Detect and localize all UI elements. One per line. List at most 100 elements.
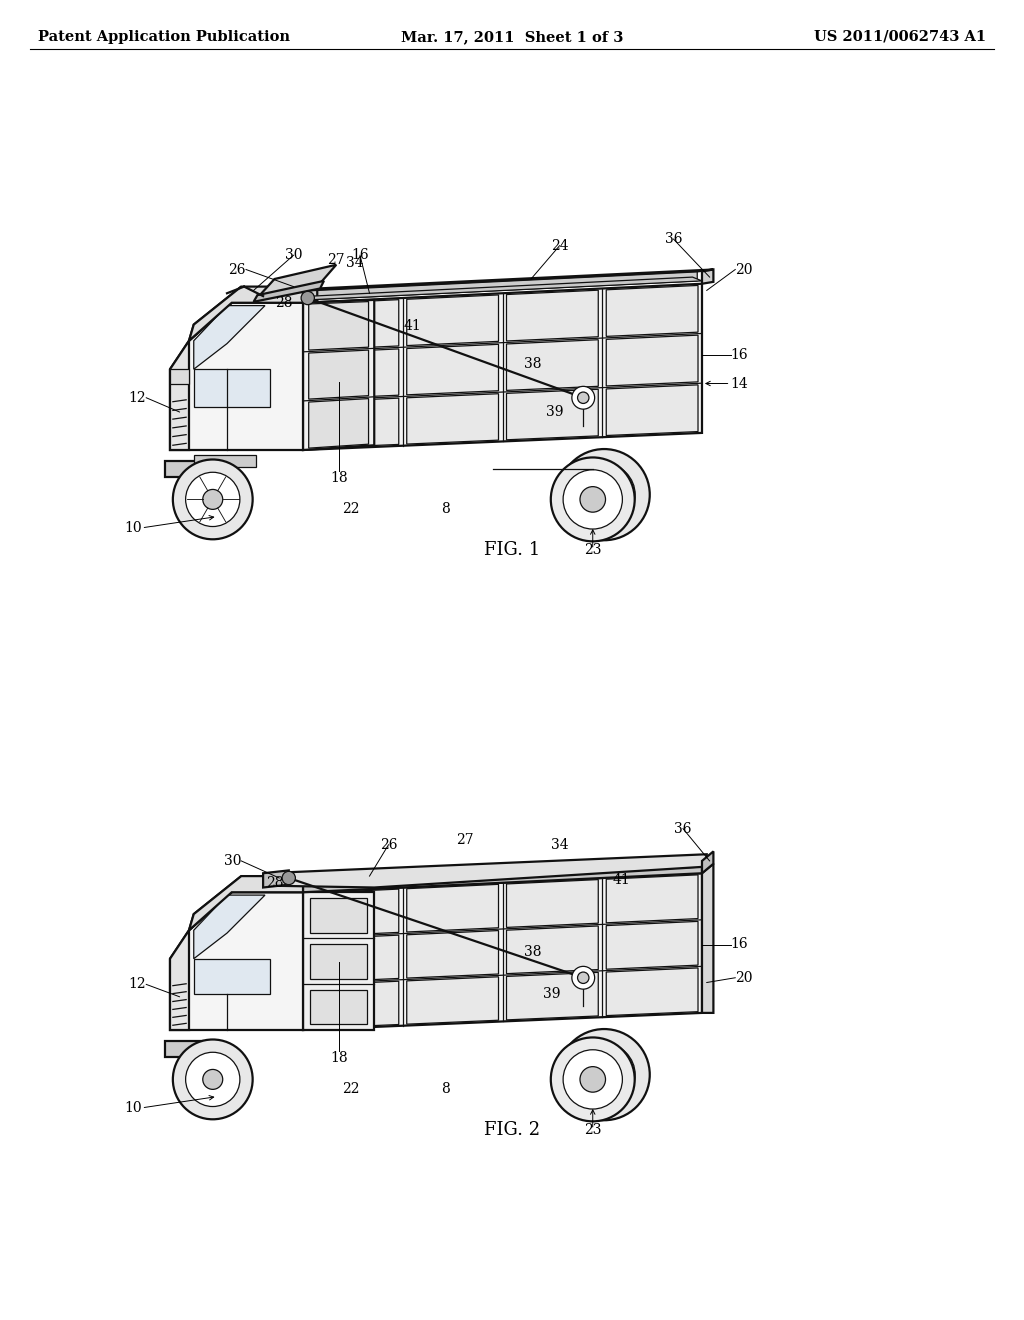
Polygon shape bbox=[256, 265, 336, 300]
Polygon shape bbox=[606, 875, 698, 923]
Polygon shape bbox=[507, 973, 598, 1020]
Circle shape bbox=[580, 1067, 605, 1092]
Polygon shape bbox=[407, 393, 499, 444]
Text: 38: 38 bbox=[524, 358, 542, 371]
Polygon shape bbox=[606, 285, 698, 337]
Polygon shape bbox=[194, 370, 269, 408]
Polygon shape bbox=[254, 281, 324, 302]
Text: 22: 22 bbox=[342, 1082, 359, 1096]
Polygon shape bbox=[507, 290, 598, 341]
Polygon shape bbox=[407, 294, 499, 346]
Text: 30: 30 bbox=[224, 854, 242, 869]
Circle shape bbox=[282, 871, 295, 884]
Polygon shape bbox=[303, 874, 702, 1030]
Polygon shape bbox=[310, 898, 368, 933]
Text: 34: 34 bbox=[551, 838, 568, 851]
Text: 38: 38 bbox=[524, 945, 542, 960]
Polygon shape bbox=[170, 892, 303, 1030]
Polygon shape bbox=[507, 389, 598, 440]
Polygon shape bbox=[606, 385, 698, 436]
Polygon shape bbox=[307, 890, 398, 937]
Circle shape bbox=[173, 459, 253, 540]
Polygon shape bbox=[263, 870, 289, 887]
Text: 10: 10 bbox=[124, 1101, 141, 1115]
Circle shape bbox=[563, 1049, 623, 1109]
Text: 12: 12 bbox=[129, 977, 146, 991]
Text: 39: 39 bbox=[543, 987, 561, 1001]
Circle shape bbox=[551, 458, 635, 541]
Polygon shape bbox=[308, 277, 702, 300]
Polygon shape bbox=[165, 462, 203, 477]
Circle shape bbox=[578, 392, 589, 404]
Polygon shape bbox=[407, 977, 499, 1024]
Text: 16: 16 bbox=[351, 248, 369, 263]
Text: 8: 8 bbox=[441, 502, 450, 516]
Polygon shape bbox=[702, 269, 714, 284]
Text: 10: 10 bbox=[124, 521, 141, 535]
Polygon shape bbox=[307, 399, 398, 449]
Circle shape bbox=[185, 473, 240, 527]
Polygon shape bbox=[702, 863, 714, 1012]
Text: 23: 23 bbox=[584, 543, 601, 557]
Circle shape bbox=[580, 487, 605, 512]
Polygon shape bbox=[189, 876, 303, 931]
Polygon shape bbox=[170, 370, 189, 384]
Text: 34: 34 bbox=[346, 256, 365, 269]
Polygon shape bbox=[170, 302, 303, 450]
Polygon shape bbox=[189, 286, 303, 341]
Polygon shape bbox=[407, 884, 499, 932]
Polygon shape bbox=[303, 867, 702, 892]
Polygon shape bbox=[507, 925, 598, 974]
Polygon shape bbox=[303, 892, 374, 1030]
Polygon shape bbox=[310, 990, 368, 1024]
Polygon shape bbox=[308, 269, 714, 290]
Text: 20: 20 bbox=[735, 970, 753, 985]
Polygon shape bbox=[407, 345, 499, 395]
Text: 18: 18 bbox=[331, 471, 348, 484]
Text: 14: 14 bbox=[730, 376, 749, 391]
Polygon shape bbox=[606, 921, 698, 969]
Polygon shape bbox=[307, 348, 398, 399]
Text: Patent Application Publication: Patent Application Publication bbox=[38, 30, 290, 44]
Text: 39: 39 bbox=[546, 405, 563, 418]
Circle shape bbox=[301, 292, 314, 305]
Polygon shape bbox=[265, 854, 707, 887]
Text: 28: 28 bbox=[266, 875, 284, 890]
Circle shape bbox=[578, 972, 589, 983]
Text: 41: 41 bbox=[403, 319, 421, 334]
Polygon shape bbox=[194, 306, 265, 370]
Text: 26: 26 bbox=[380, 838, 397, 851]
Text: 30: 30 bbox=[285, 248, 302, 263]
Text: US 2011/0062743 A1: US 2011/0062743 A1 bbox=[814, 30, 986, 44]
Text: 16: 16 bbox=[730, 937, 749, 952]
Text: 23: 23 bbox=[584, 1123, 601, 1137]
Text: 8: 8 bbox=[441, 1082, 450, 1096]
Polygon shape bbox=[189, 876, 242, 931]
Polygon shape bbox=[194, 455, 256, 467]
Circle shape bbox=[573, 1044, 635, 1106]
Polygon shape bbox=[307, 981, 398, 1028]
Circle shape bbox=[571, 387, 595, 409]
Polygon shape bbox=[170, 931, 189, 1030]
Circle shape bbox=[173, 1040, 253, 1119]
Polygon shape bbox=[308, 272, 697, 300]
Polygon shape bbox=[170, 341, 189, 450]
Text: 27: 27 bbox=[456, 833, 473, 847]
Text: FIG. 1: FIG. 1 bbox=[484, 541, 540, 558]
Text: 12: 12 bbox=[129, 391, 146, 405]
Text: FIG. 2: FIG. 2 bbox=[484, 1121, 540, 1139]
Polygon shape bbox=[310, 944, 368, 978]
Polygon shape bbox=[606, 968, 698, 1015]
Polygon shape bbox=[308, 301, 369, 350]
Polygon shape bbox=[308, 350, 369, 399]
Text: 28: 28 bbox=[275, 296, 293, 310]
Text: 36: 36 bbox=[674, 821, 692, 836]
Text: 41: 41 bbox=[612, 873, 630, 887]
Text: 16: 16 bbox=[730, 348, 749, 362]
Circle shape bbox=[203, 1069, 223, 1089]
Polygon shape bbox=[308, 399, 369, 449]
Circle shape bbox=[573, 463, 635, 525]
Polygon shape bbox=[702, 851, 714, 874]
Text: 18: 18 bbox=[331, 1051, 348, 1065]
Circle shape bbox=[571, 966, 595, 989]
